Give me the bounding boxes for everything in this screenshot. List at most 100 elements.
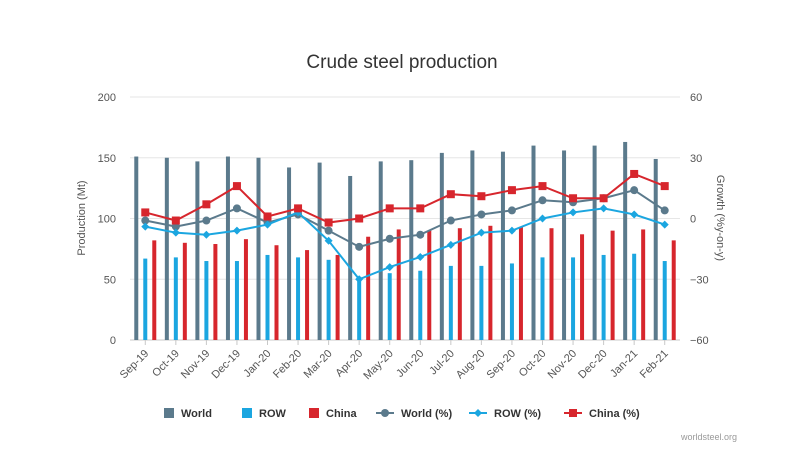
bar-world[interactable] bbox=[225, 156, 230, 340]
legend-item-row[interactable]: ROW (%) bbox=[469, 408, 541, 420]
data-point[interactable] bbox=[385, 263, 394, 272]
data-point[interactable] bbox=[202, 216, 211, 225]
bar-row[interactable] bbox=[234, 261, 239, 340]
bar-row[interactable] bbox=[143, 258, 148, 340]
legend-marker[interactable] bbox=[474, 409, 482, 417]
bar-row[interactable] bbox=[632, 253, 637, 340]
data-point[interactable] bbox=[416, 230, 425, 239]
data-point[interactable] bbox=[232, 182, 241, 191]
bar-row[interactable] bbox=[662, 261, 667, 340]
bar-china[interactable] bbox=[366, 236, 371, 340]
data-point[interactable] bbox=[507, 186, 516, 195]
bar-world[interactable] bbox=[317, 162, 322, 340]
bar-world[interactable] bbox=[470, 150, 475, 340]
data-point[interactable] bbox=[232, 226, 241, 235]
data-point[interactable] bbox=[141, 216, 150, 225]
data-point[interactable] bbox=[660, 220, 669, 229]
bar-china[interactable] bbox=[518, 227, 523, 340]
legend-item-row[interactable]: ROW bbox=[242, 408, 287, 420]
data-point[interactable] bbox=[660, 182, 669, 191]
bar-world[interactable] bbox=[134, 156, 139, 340]
bar-row[interactable] bbox=[601, 254, 606, 340]
bar-china[interactable] bbox=[641, 229, 646, 340]
data-point[interactable] bbox=[446, 190, 455, 199]
data-point[interactable] bbox=[660, 206, 669, 215]
bar-row[interactable] bbox=[509, 263, 514, 340]
data-point[interactable] bbox=[630, 210, 639, 219]
bar-china[interactable] bbox=[274, 245, 279, 340]
bar-china[interactable] bbox=[152, 240, 157, 340]
legend-item-world[interactable]: World bbox=[164, 408, 212, 420]
data-point[interactable] bbox=[569, 208, 578, 217]
bar-china[interactable] bbox=[457, 228, 462, 340]
bar-world[interactable] bbox=[592, 145, 597, 340]
data-point[interactable] bbox=[171, 222, 180, 231]
data-point[interactable] bbox=[355, 214, 364, 223]
data-point[interactable] bbox=[202, 200, 211, 209]
data-point[interactable] bbox=[355, 275, 364, 284]
bar-world[interactable] bbox=[195, 161, 200, 340]
bar-world[interactable] bbox=[348, 175, 353, 340]
data-point[interactable] bbox=[446, 216, 455, 225]
bar-china[interactable] bbox=[549, 228, 554, 340]
data-point[interactable] bbox=[416, 252, 425, 261]
data-point[interactable] bbox=[538, 196, 547, 205]
bar-china[interactable] bbox=[182, 242, 187, 340]
data-point[interactable] bbox=[141, 208, 150, 217]
bar-row[interactable] bbox=[571, 257, 576, 340]
data-point[interactable] bbox=[416, 204, 425, 213]
data-point[interactable] bbox=[446, 240, 455, 249]
bar-row[interactable] bbox=[204, 261, 209, 340]
data-point[interactable] bbox=[630, 169, 639, 178]
bar-row[interactable] bbox=[173, 257, 178, 340]
data-point[interactable] bbox=[507, 206, 516, 215]
legend-item-china[interactable]: China (%) bbox=[564, 408, 640, 420]
bar-china[interactable] bbox=[671, 240, 676, 340]
bar-china[interactable] bbox=[305, 250, 310, 340]
bar-china[interactable] bbox=[488, 225, 493, 340]
bar-world[interactable] bbox=[378, 161, 383, 340]
bar-world[interactable] bbox=[562, 150, 567, 340]
bar-world[interactable] bbox=[164, 157, 169, 340]
bar-world[interactable] bbox=[439, 152, 444, 340]
legend-marker[interactable] bbox=[381, 409, 389, 417]
bar-china[interactable] bbox=[580, 234, 585, 340]
legend-item-world[interactable]: World (%) bbox=[376, 408, 452, 420]
bar-china[interactable] bbox=[396, 229, 401, 340]
bar-row[interactable] bbox=[448, 265, 453, 340]
bar-row[interactable] bbox=[418, 270, 423, 340]
bar-world[interactable] bbox=[653, 158, 658, 340]
data-point[interactable] bbox=[202, 230, 211, 239]
credit-text[interactable]: worldsteel.org bbox=[680, 432, 737, 442]
data-point[interactable] bbox=[599, 194, 608, 203]
bar-row[interactable] bbox=[326, 259, 331, 340]
bar-world[interactable] bbox=[287, 167, 292, 340]
bar-world[interactable] bbox=[531, 145, 536, 340]
data-point[interactable] bbox=[630, 186, 639, 195]
bar-china[interactable] bbox=[427, 230, 432, 340]
bar-row[interactable] bbox=[387, 273, 392, 340]
data-point[interactable] bbox=[385, 204, 394, 213]
data-point[interactable] bbox=[232, 204, 241, 213]
data-point[interactable] bbox=[171, 228, 180, 237]
bar-china[interactable] bbox=[610, 230, 615, 340]
data-point[interactable] bbox=[141, 222, 150, 231]
data-point[interactable] bbox=[599, 204, 608, 213]
bar-china[interactable] bbox=[213, 244, 218, 340]
legend-marker[interactable] bbox=[569, 409, 577, 417]
data-point[interactable] bbox=[355, 242, 364, 251]
data-point[interactable] bbox=[294, 204, 303, 213]
data-point[interactable] bbox=[324, 236, 333, 245]
data-point[interactable] bbox=[477, 210, 486, 219]
data-point[interactable] bbox=[263, 212, 272, 221]
bar-world[interactable] bbox=[256, 157, 261, 340]
data-point[interactable] bbox=[507, 226, 516, 235]
bar-china[interactable] bbox=[335, 254, 340, 340]
bar-row[interactable] bbox=[296, 257, 301, 340]
data-point[interactable] bbox=[324, 226, 333, 235]
bar-row[interactable] bbox=[540, 257, 545, 340]
data-point[interactable] bbox=[477, 192, 486, 201]
data-point[interactable] bbox=[538, 182, 547, 191]
data-point[interactable] bbox=[477, 228, 486, 237]
bar-world[interactable] bbox=[409, 160, 414, 340]
